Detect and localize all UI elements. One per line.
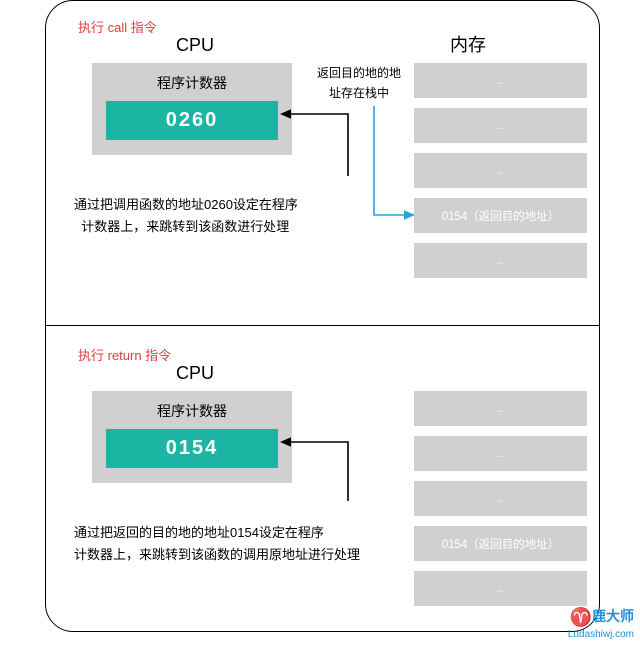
- mem-cell-bottom-4: ..: [414, 571, 587, 606]
- pc-value-top: 0260: [106, 101, 278, 140]
- logo-watermark: ♈鹿大师 Ludashiwj.com: [568, 608, 634, 643]
- annotation-top: 返回目的地的地 址存在栈中: [304, 63, 414, 103]
- pc-label-bottom: 程序计数器: [92, 391, 292, 421]
- pc-value-bottom: 0154: [106, 429, 278, 468]
- mem-cell-top-3: 0154（返回目的地址）: [414, 198, 587, 233]
- section-divider: [46, 325, 599, 326]
- logo-name: 鹿大师: [592, 608, 634, 624]
- section-top-title: 执行 call 指令: [78, 17, 157, 36]
- mem-cell-bottom-2: ..: [414, 481, 587, 516]
- mem-cell-top-1: ..: [414, 108, 587, 143]
- mem-cell-top-2: ..: [414, 153, 587, 188]
- logo-url: Ludashiwj.com: [568, 629, 634, 640]
- cpu-box-top: 程序计数器 0260: [92, 63, 292, 155]
- mem-cell-top-4: ..: [414, 243, 587, 278]
- pc-label-top: 程序计数器: [92, 63, 292, 93]
- mem-cell-bottom-1: ..: [414, 436, 587, 471]
- cpu-label-top: CPU: [176, 35, 214, 56]
- diagram-frame: 执行 call 指令 CPU 内存 程序计数器 0260 返回目的地的地 址存在…: [45, 0, 600, 632]
- cpu-label-bottom: CPU: [176, 363, 214, 384]
- section-bottom-title: 执行 return 指令: [78, 345, 171, 364]
- description-bottom: 通过把返回的目的地的地址0154设定在程序 计数器上，来跳转到该函数的调用原地址…: [74, 522, 360, 566]
- logo-antler-icon: ♈: [570, 610, 592, 624]
- cpu-box-bottom: 程序计数器 0154: [92, 391, 292, 483]
- mem-cell-bottom-0: ..: [414, 391, 587, 426]
- mem-cell-bottom-3: 0154（返回目的地址）: [414, 526, 587, 561]
- memory-label-top: 内存: [450, 31, 486, 57]
- mem-cell-top-0: ..: [414, 63, 587, 98]
- description-top: 通过把调用函数的地址0260设定在程序 计数器上，来跳转到该函数进行处理: [74, 194, 298, 238]
